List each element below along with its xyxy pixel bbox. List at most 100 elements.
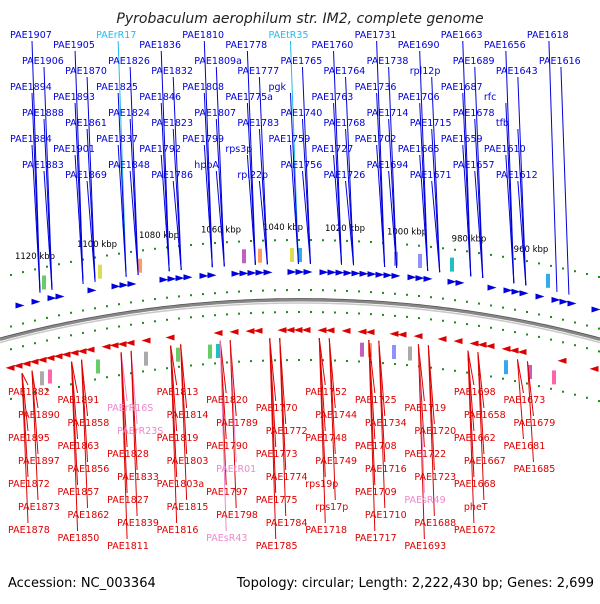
forward-gene-label: PAE1671 <box>410 170 452 181</box>
track-block <box>96 360 100 374</box>
reverse-gene-arrow <box>486 343 495 349</box>
track-block <box>242 249 246 263</box>
forward-gene-label: PAE1715 <box>410 118 452 129</box>
reverse-gene-label: PAE1775 <box>256 495 298 506</box>
forward-gene-arrow <box>592 306 600 312</box>
reverse-gene-arrow <box>454 338 463 344</box>
reverse-gene-label: PAE1722 <box>404 449 446 460</box>
reverse-label-line <box>478 352 484 500</box>
scale-label: 960 kbp <box>514 245 549 255</box>
forward-gene-arrow <box>328 269 337 275</box>
scale-label: 1080 kbp <box>139 231 179 241</box>
forward-gene-arrow <box>416 275 425 281</box>
reverse-gene-label: pheT <box>464 502 488 513</box>
forward-gene-arrow <box>352 270 361 276</box>
forward-gene-label: PAE1906 <box>22 56 64 67</box>
forward-gene-label: PAE1702 <box>355 134 397 145</box>
forward-gene-label: PAE1832 <box>151 66 193 77</box>
forward-gene-label: PAE1848 <box>108 160 150 171</box>
reverse-gene-arrow <box>118 341 127 347</box>
forward-gene-arrow <box>88 287 97 293</box>
forward-gene-label: PAE1870 <box>65 66 107 77</box>
reverse-gene-arrow <box>102 344 111 350</box>
forward-gene-label: PAE1884 <box>10 134 52 145</box>
reverse-gene-arrow <box>230 329 239 335</box>
forward-gene-label: PAE1616 <box>539 56 581 67</box>
forward-gene-arrow <box>112 283 121 289</box>
reverse-gene-label: PAE1685 <box>513 464 555 475</box>
reverse-gene-arrow <box>438 336 447 342</box>
reverse-gene-arrow <box>502 346 511 352</box>
forward-gene-label: PAE1759 <box>268 134 310 145</box>
reverse-gene-arrow <box>390 331 399 337</box>
forward-label-line <box>549 41 557 292</box>
forward-gene-arrow <box>320 269 329 275</box>
reverse-gene-label: PAEsR49 <box>404 495 445 506</box>
forward-gene-label: PAE1861 <box>65 118 107 129</box>
track-block <box>144 352 148 366</box>
reverse-gene-arrow <box>246 328 255 334</box>
reverse-gene-label: PAE1725 <box>355 395 397 406</box>
reverse-gene-label: PAE1797 <box>206 487 248 498</box>
reverse-gene-label: PAE1681 <box>503 441 545 452</box>
reverse-gene-arrow <box>414 333 423 339</box>
forward-gene-label: pgk <box>268 82 286 93</box>
forward-gene-arrow <box>360 271 369 277</box>
reverse-gene-arrow <box>342 328 351 334</box>
forward-gene-label: PAE1690 <box>398 40 440 51</box>
forward-gene-label: PAE1777 <box>237 66 279 77</box>
forward-gene-label: PAE1905 <box>53 40 95 51</box>
reverse-gene-label: PAE1820 <box>206 395 248 406</box>
forward-gene-label: PAE1656 <box>484 40 526 51</box>
reverse-gene-label: PAE1891 <box>58 395 100 406</box>
forward-gene-arrow <box>184 274 193 280</box>
reverse-gene-label: PAE1813 <box>157 387 199 398</box>
forward-gene-arrow <box>56 293 65 299</box>
reverse-gene-label: PAE1770 <box>256 403 298 414</box>
forward-gene-arrow <box>448 279 457 285</box>
reverse-gene-label: PAE1816 <box>157 525 199 536</box>
reverse-gene-arrow <box>318 327 327 333</box>
forward-gene-label: PAE1738 <box>367 56 409 67</box>
reverse-gene-label: PAE1790 <box>206 441 248 452</box>
forward-gene-label: PAE1883 <box>22 160 64 171</box>
forward-label-line <box>475 171 483 278</box>
forward-gene-label: PAE1731 <box>355 30 397 41</box>
track-block <box>450 258 454 272</box>
forward-gene-label: PAE1775a <box>225 92 273 103</box>
forward-gene-label: PAE1726 <box>324 170 366 181</box>
forward-gene-label: PAE1846 <box>139 92 181 103</box>
forward-gene-label: PAE1694 <box>367 160 409 171</box>
track-block <box>48 370 52 384</box>
reverse-gene-arrow <box>46 355 55 361</box>
track-block <box>42 276 46 290</box>
forward-gene-arrow <box>456 280 465 286</box>
forward-gene-arrow <box>264 269 273 275</box>
forward-gene-arrow <box>344 270 353 276</box>
forward-gene-label: PAE1824 <box>108 108 150 119</box>
forward-gene-label: PAE1714 <box>367 108 409 119</box>
reverse-gene-arrow <box>214 330 223 336</box>
forward-gene-label: PAE1736 <box>355 82 397 93</box>
forward-gene-arrow <box>48 295 57 301</box>
reverse-gene-arrow <box>286 327 295 333</box>
reverse-gene-label: PAE1773 <box>256 449 298 460</box>
forward-gene-label: PAE1837 <box>96 134 138 145</box>
reverse-gene-arrow <box>326 327 335 333</box>
forward-gene-arrow <box>16 302 25 308</box>
forward-gene-label: PAE1826 <box>108 56 150 67</box>
forward-gene-label: PAE1760 <box>312 40 354 51</box>
reverse-gene-label: PAE1811 <box>107 541 149 552</box>
forward-label-line <box>377 93 385 267</box>
reverse-gene-label: PAE1752 <box>305 387 347 398</box>
forward-gene-arrow <box>408 274 417 280</box>
track-block <box>552 370 556 384</box>
forward-gene-label: PAE1786 <box>151 170 193 181</box>
forward-gene-label: PAE1763 <box>312 92 354 103</box>
forward-gene-label: PAE1663 <box>441 30 483 41</box>
forward-gene-arrow <box>568 301 577 307</box>
reverse-gene-arrow <box>302 327 311 333</box>
forward-gene-label: PAE1823 <box>151 118 193 129</box>
reverse-gene-arrow <box>142 338 151 344</box>
